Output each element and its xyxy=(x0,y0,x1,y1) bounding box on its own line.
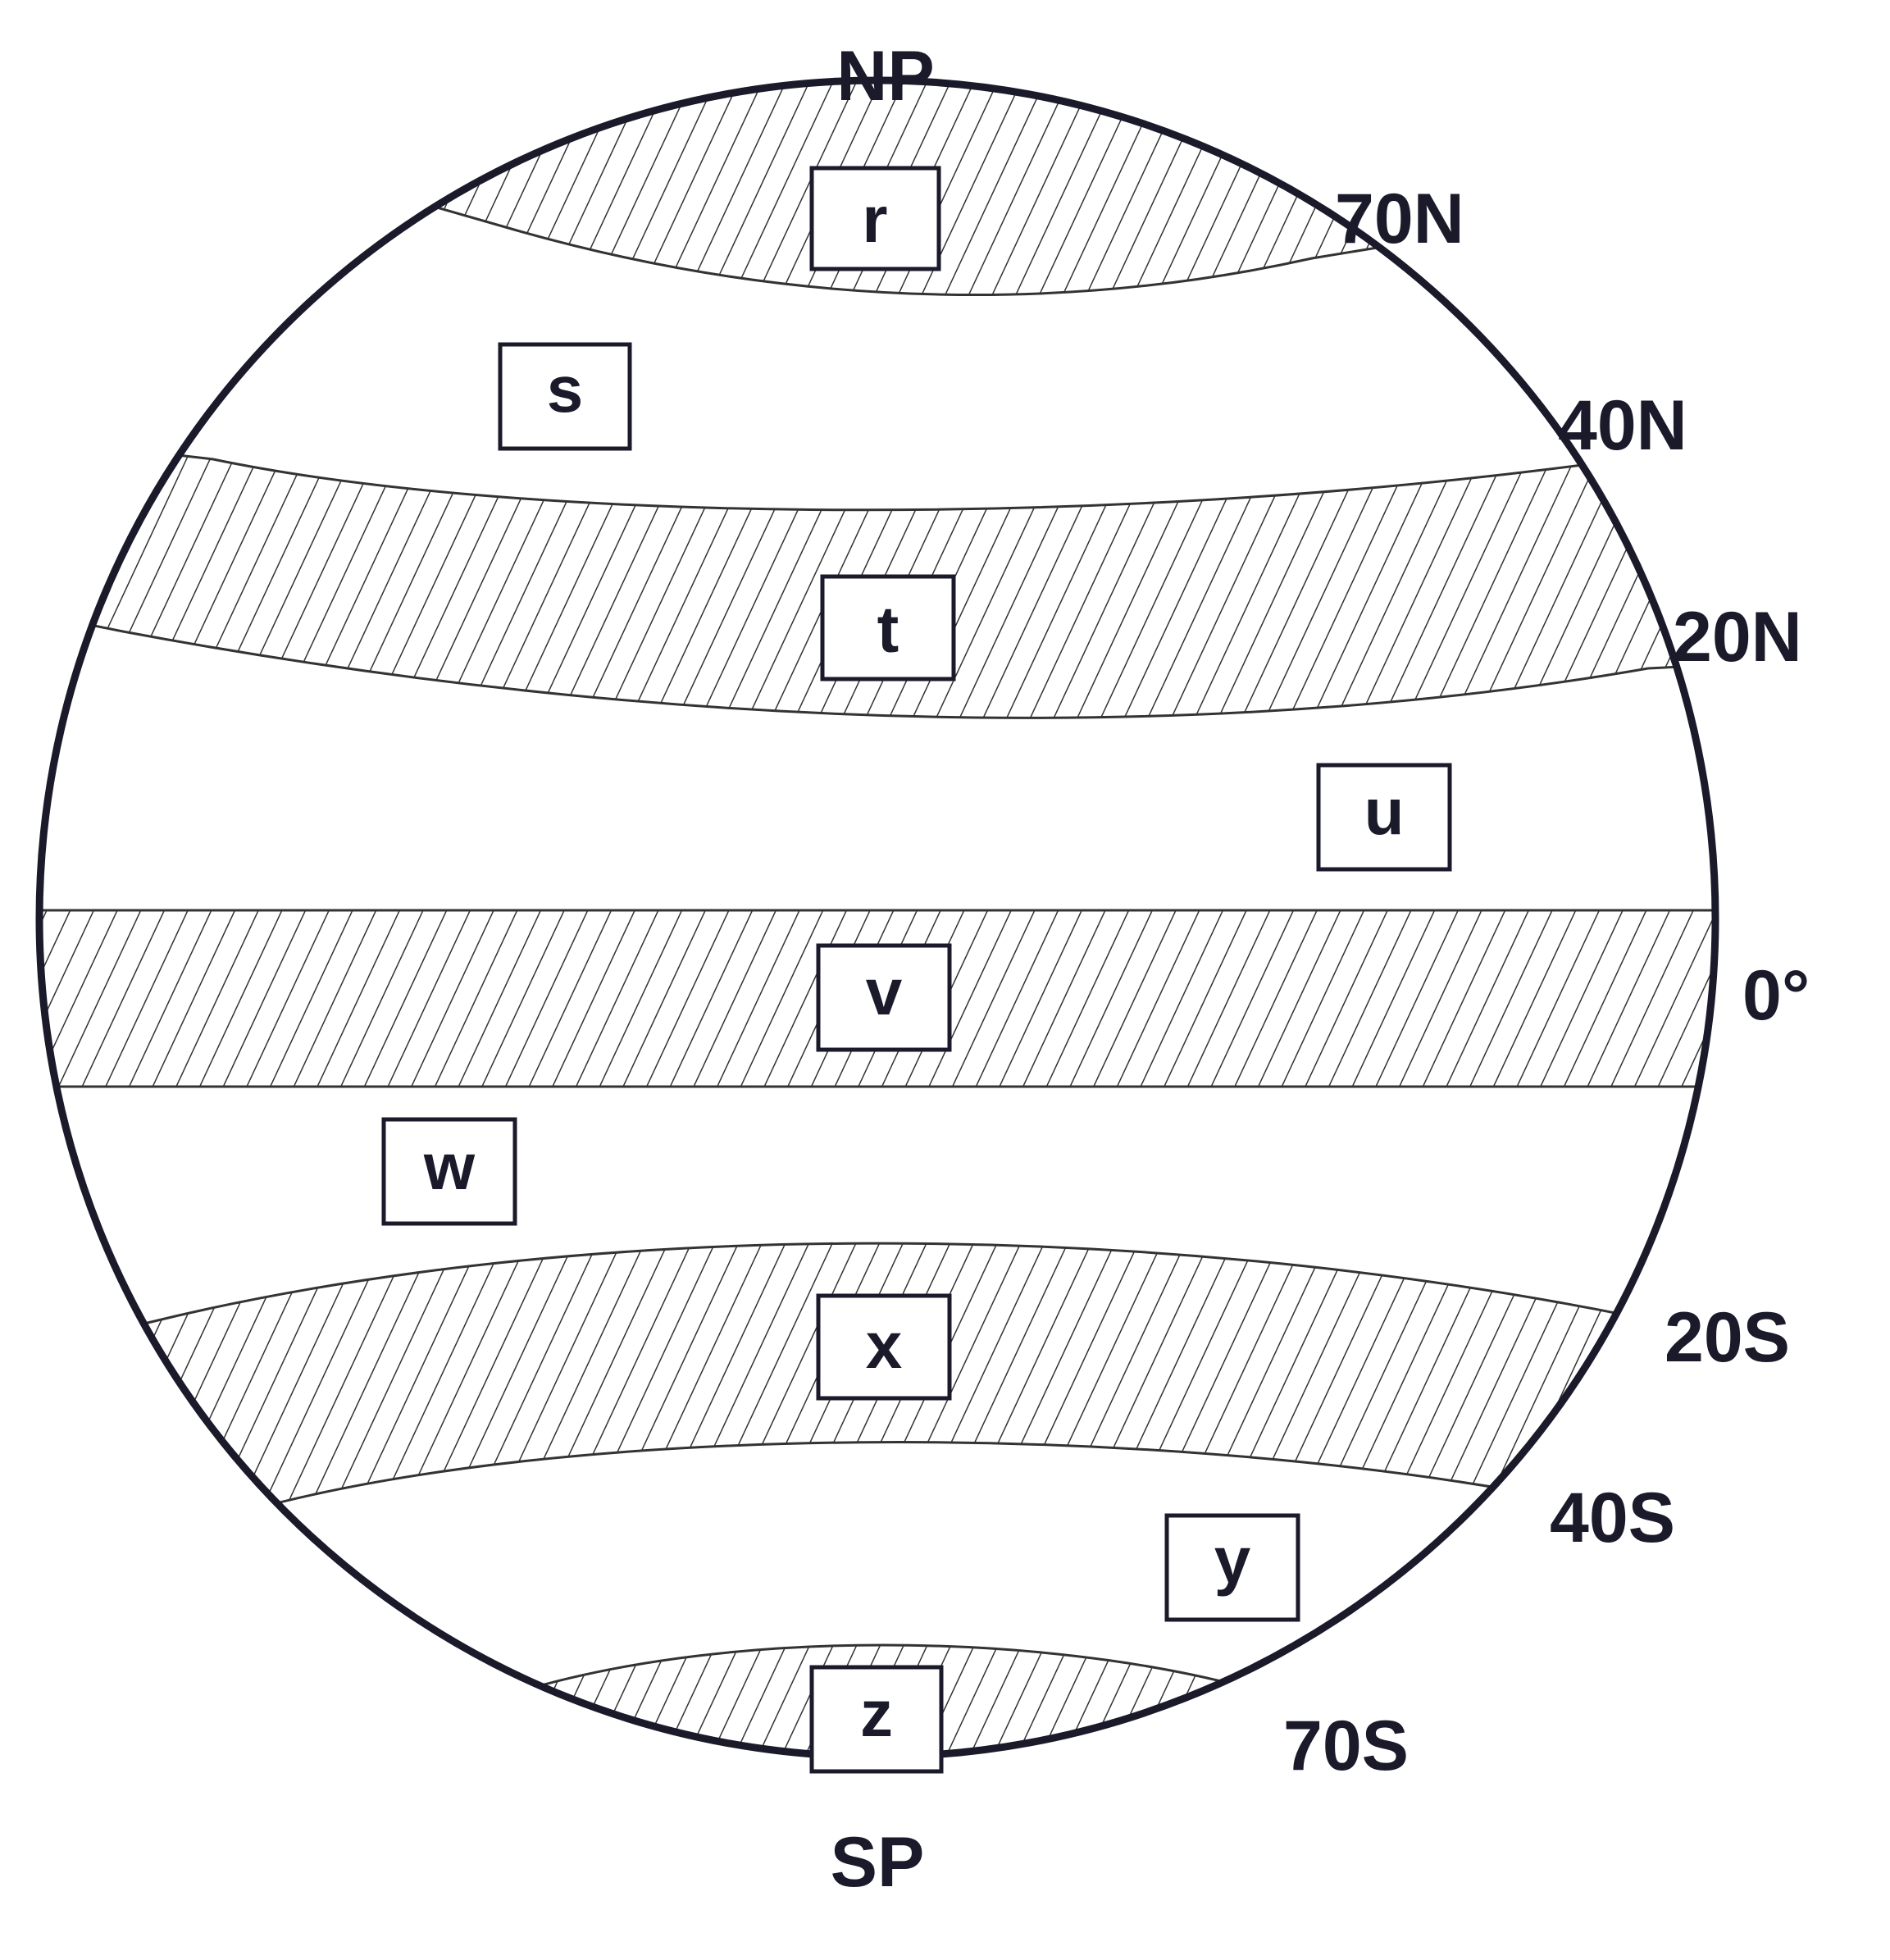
latitude-label-20s: 20S xyxy=(1665,1298,1790,1377)
latitude-label-20n: 20N xyxy=(1673,598,1802,677)
band-south-polar xyxy=(39,1643,1715,1757)
zone-letter-s: s xyxy=(547,353,584,426)
latitude-label-40s: 40S xyxy=(1550,1479,1675,1557)
latitude-label-equator: 0° xyxy=(1742,956,1810,1035)
zone-box-x: x xyxy=(816,1293,952,1401)
zone-letter-w: w xyxy=(423,1130,476,1203)
band-north-polar xyxy=(39,80,1715,297)
zone-letter-r: r xyxy=(862,183,887,256)
zone-box-s: s xyxy=(498,342,632,451)
zone-letter-u: u xyxy=(1364,775,1405,848)
zone-letter-t: t xyxy=(877,593,899,666)
zone-box-r: r xyxy=(809,166,941,271)
zone-box-t: t xyxy=(820,574,956,681)
zone-box-z: z xyxy=(809,1665,944,1774)
zone-box-v: v xyxy=(816,943,952,1052)
south-pole-label: SP xyxy=(831,1823,925,1902)
latitude-label-70s: 70S xyxy=(1283,1707,1409,1785)
zone-letter-v: v xyxy=(866,955,903,1028)
latitude-label-70n: 70N xyxy=(1335,180,1464,258)
zone-box-w: w xyxy=(381,1117,517,1226)
zone-letter-y: y xyxy=(1214,1524,1251,1597)
band-south-subtropical xyxy=(39,1242,1715,1560)
zone-letter-z: z xyxy=(860,1677,893,1750)
zone-letter-x: x xyxy=(866,1309,903,1382)
north-pole-label: NP xyxy=(836,37,934,116)
zone-box-u: u xyxy=(1316,763,1452,872)
zone-box-y: y xyxy=(1164,1513,1300,1622)
latitude-label-40n: 40N xyxy=(1558,386,1687,465)
band-north-subtropical xyxy=(39,425,1715,719)
